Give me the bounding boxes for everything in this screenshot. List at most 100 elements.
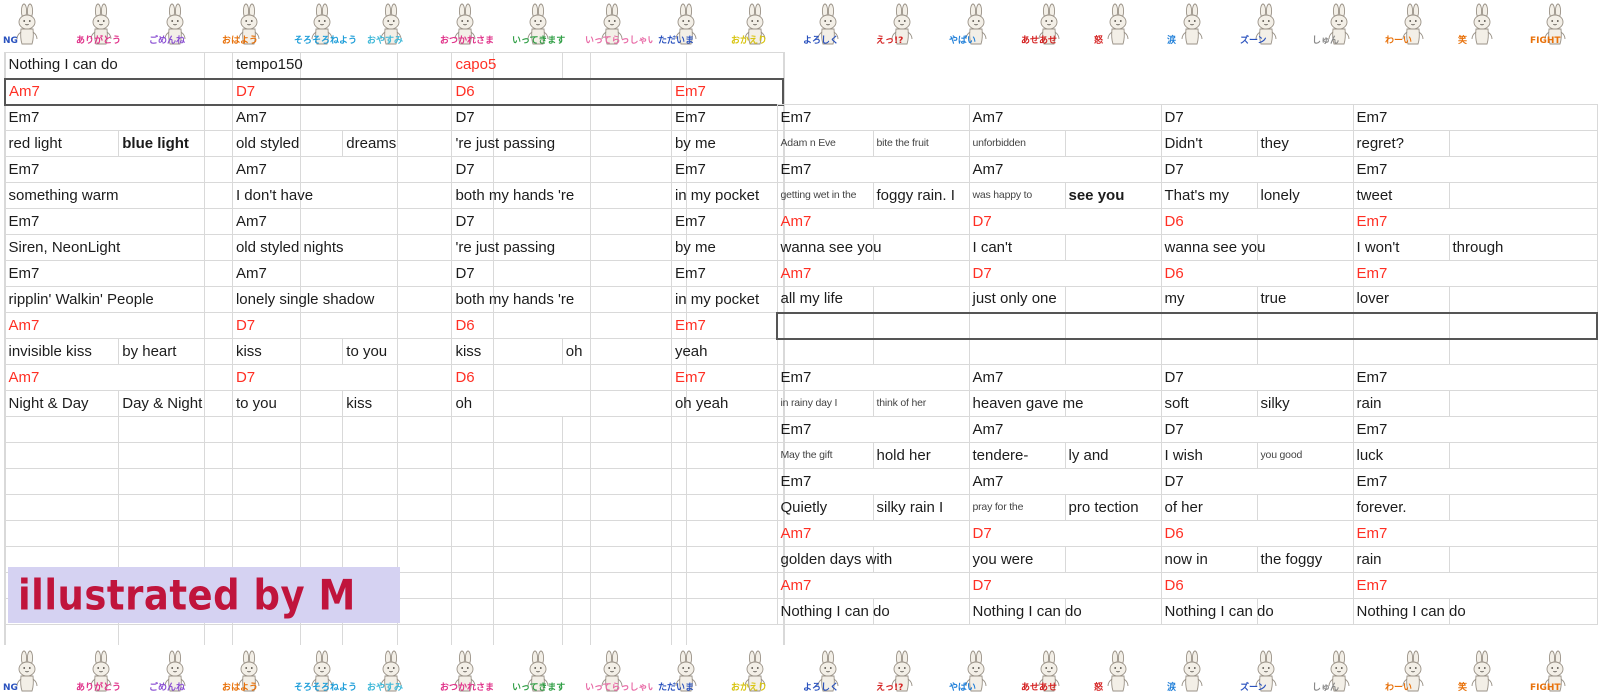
sheet-cell-plain[interactable]: wanna see you — [1160, 234, 1265, 261]
sheet-cell-chord[interactable]: D7 — [1160, 156, 1354, 183]
sheet-cell-plain[interactable]: they — [1256, 130, 1354, 157]
sheet-cell-chord[interactable]: D6 — [1160, 520, 1354, 547]
sheet-cell-chord[interactable]: Am7 — [968, 104, 1162, 131]
sheet-cell-plain[interactable]: by me — [670, 234, 784, 261]
sheet-cell-empty[interactable] — [1448, 338, 1598, 365]
sheet-cell-chord[interactable]: Em7 — [1352, 364, 1598, 391]
sheet-cell-empty[interactable] — [342, 520, 453, 547]
sheet-cell-plain[interactable]: Em7 — [670, 260, 784, 287]
sheet-cell-bold[interactable]: blue light — [118, 130, 233, 157]
sheet-cell-plain[interactable]: tendere- — [968, 442, 1066, 469]
sheet-cell-empty[interactable] — [231, 416, 344, 443]
sheet-cell-plain[interactable]: luck — [1352, 442, 1450, 469]
sheet-row-lyric[interactable]: May the gift hold her tendere-ly and I wish… — [776, 442, 1598, 469]
spreadsheet-area[interactable]: Nothing I can do tempo150 capo5 Am7 D7 D6 Em7… — [0, 52, 1600, 651]
sheet-cell-chord[interactable]: Am7 — [3, 77, 233, 106]
sheet-cell-plain[interactable]: foggy rain. I — [872, 182, 970, 209]
sheet-cell-chord[interactable]: Am7 — [4, 312, 233, 339]
sheet-cell-plain[interactable]: all my life — [776, 286, 874, 313]
sheet-cell-chord[interactable]: D7 — [1160, 104, 1354, 131]
sheet-cell-plain[interactable] — [872, 598, 970, 625]
sheet-cell-chord[interactable]: Em7 — [776, 416, 970, 443]
sheet-cell-plain[interactable]: Em7 — [670, 156, 784, 183]
sheet-cell-empty[interactable] — [451, 494, 563, 521]
sheet-cell-empty[interactable] — [1352, 311, 1450, 340]
sheet-cell-plain[interactable]: Nothing I can do — [776, 598, 890, 625]
sheet-row-chord[interactable]: Em7 Am7 D7 Em7 — [4, 260, 784, 287]
sheet-cell-plain[interactable]: golden days with — [776, 546, 892, 573]
sheet-row-empty[interactable] — [4, 416, 784, 443]
sheet-cell-plain[interactable] — [872, 286, 970, 313]
sheet-cell-chord[interactable]: D6 — [451, 77, 672, 106]
sheet-cell-empty[interactable] — [1256, 311, 1354, 340]
sheet-cell-chord[interactable]: Em7 — [670, 312, 784, 339]
sheet-cell-empty[interactable] — [4, 494, 120, 521]
sheet-row-lyric[interactable]: wanna see you I can't wanna see you I wo… — [776, 234, 1598, 261]
sheet-cell-chord[interactable]: D7 — [1160, 416, 1354, 443]
sheet-cell-plain[interactable]: Em7 — [4, 156, 233, 183]
sheet-cell-plain[interactable]: you were — [968, 546, 1066, 573]
sheet-cell-plain[interactable] — [872, 234, 970, 261]
sheet-cell-chord[interactable]: Am7 — [4, 364, 233, 391]
sheet-cell-empty[interactable] — [1064, 311, 1162, 340]
sheet-cell-plain[interactable] — [1448, 598, 1598, 625]
sheet-cell-empty[interactable] — [231, 442, 344, 469]
sheet-cell-plain[interactable]: Nothing I can do — [968, 598, 1082, 625]
sheet-cell-empty[interactable] — [231, 468, 344, 495]
sheet-cell-plain[interactable]: Em7 — [670, 208, 784, 235]
sheet-cell-empty[interactable] — [4, 442, 120, 469]
sheet-cell-chord[interactable]: D6 — [1160, 208, 1354, 235]
sheet-cell-tiny[interactable]: May the gift — [776, 442, 874, 469]
sheet-cell-chord[interactable]: Em7 — [670, 364, 784, 391]
sheet-cell-plain[interactable]: pro tection — [1064, 494, 1162, 521]
sheet-cell-empty[interactable] — [1160, 311, 1258, 340]
sheet-cell-empty[interactable] — [1256, 338, 1354, 365]
sheet-cell-plain[interactable]: forever. — [1352, 494, 1450, 521]
sheet-cell-empty[interactable] — [670, 546, 784, 573]
sheet-cell-plain[interactable]: Quietly — [776, 494, 874, 521]
sheet-cell-chord[interactable]: Em7 — [1352, 416, 1598, 443]
sheet-cell-plain[interactable]: just only one — [968, 286, 1066, 313]
sheet-cell-plain[interactable]: oh — [561, 338, 672, 365]
sheet-cell-tiny[interactable]: you good — [1256, 442, 1354, 469]
sheet-cell-plain[interactable]: lover — [1352, 286, 1450, 313]
sheet-cell-empty[interactable] — [670, 494, 784, 521]
sheet-cell-plain[interactable]: Em7 — [670, 104, 784, 131]
sheet-cell-plain[interactable]: invisible kiss — [4, 338, 120, 365]
sheet-cell-plain[interactable]: soft — [1160, 390, 1258, 417]
sheet-cell-plain[interactable]: lonely single shadow — [231, 286, 453, 313]
sheet-row-chord[interactable]: Am7 D7 D6 Em7 — [3, 77, 784, 106]
sheet-row-lyric[interactable]: golden days with you were now in the fogg… — [776, 546, 1598, 573]
sheet-cell-plain[interactable]: the foggy — [1256, 546, 1354, 573]
sheet-cell-empty[interactable] — [1064, 338, 1162, 365]
sheet-cell-empty[interactable] — [118, 468, 233, 495]
sheet-cell-plain[interactable]: true — [1256, 286, 1354, 313]
sheet-cell-plain[interactable] — [1448, 390, 1598, 417]
sheet-cell-chord[interactable]: Em7 — [670, 77, 784, 106]
sheet-cell-chord[interactable]: Am7 — [968, 364, 1162, 391]
chord-lyric-sheet-left[interactable]: Nothing I can do tempo150 capo5 Am7 D7 D6 Em7… — [3, 52, 784, 651]
sheet-cell-plain[interactable]: Am7 — [231, 260, 453, 287]
sheet-row-lyric[interactable]: Siren, NeonLight old styled nights're jus… — [4, 234, 784, 261]
sheet-cell-chord[interactable]: Am7 — [776, 572, 970, 599]
sheet-cell-plain[interactable]: kiss — [342, 390, 453, 417]
sheet-cell-plain[interactable]: Nothing I can do — [1352, 598, 1466, 625]
sheet-cell-plain[interactable] — [1448, 286, 1598, 313]
sheet-cell-tiny[interactable]: getting wet in the — [776, 182, 874, 209]
sheet-cell-plain[interactable]: ly and — [1064, 442, 1162, 469]
sheet-cell-plain[interactable] — [1256, 494, 1354, 521]
sheet-cell-chord[interactable]: Em7 — [776, 156, 970, 183]
sheet-cell-plain[interactable]: Siren, NeonLight — [4, 234, 233, 261]
sheet-cell-plain[interactable]: D7 — [451, 260, 672, 287]
sheet-cell-empty[interactable] — [561, 520, 672, 547]
sheet-row-lyric[interactable]: red light blue light old styled dreams're j… — [4, 130, 784, 157]
sheet-row-lyric[interactable]: all my life just only one my true lover — [776, 286, 1598, 313]
sheet-cell-plain[interactable]: now in — [1160, 546, 1258, 573]
sheet-row-lyric[interactable]: something warm I don't have both my hands … — [4, 182, 784, 209]
sheet-cell-empty[interactable] — [872, 338, 970, 365]
sheet-cell-plain[interactable]: red light — [4, 130, 120, 157]
sheet-row-lyric[interactable]: Night & Day Day & Night to you kiss oh oh yea… — [4, 390, 784, 417]
sheet-cell-empty[interactable] — [561, 494, 672, 521]
sheet-cell-plain[interactable]: Nothing I can do — [4, 52, 233, 79]
sheet-cell-empty[interactable] — [342, 442, 453, 469]
